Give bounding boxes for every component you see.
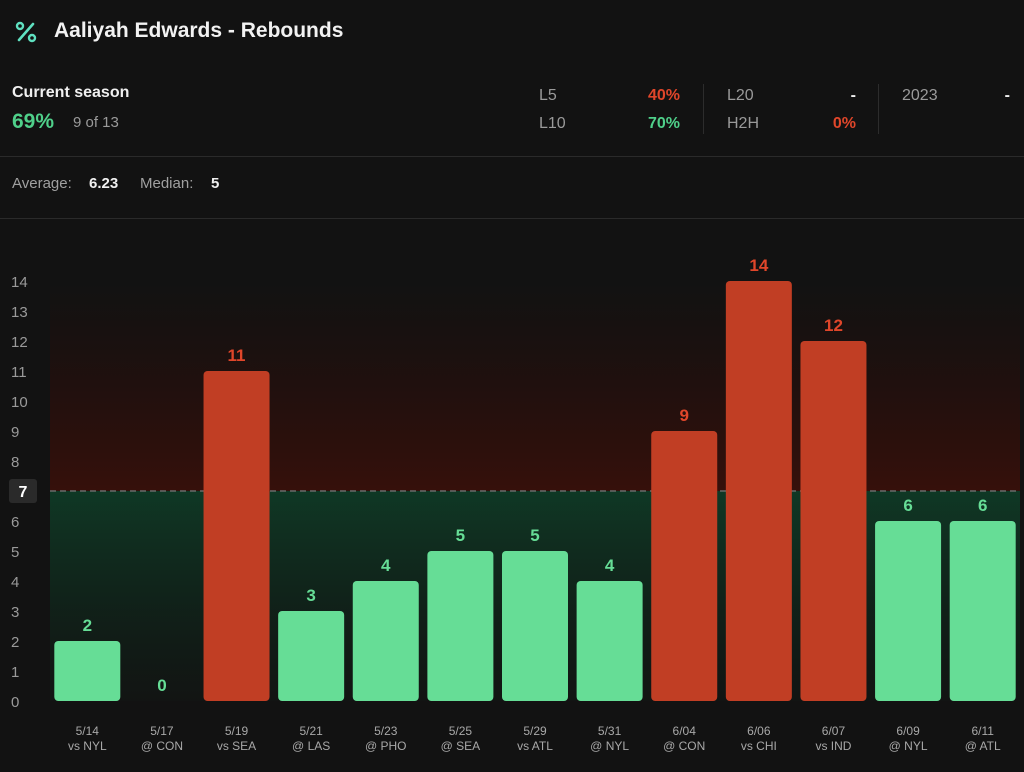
bar: [427, 551, 494, 701]
bar-value-label: 6: [978, 496, 987, 515]
x-tick-date: 5/21: [299, 724, 323, 738]
x-tick-opponent: @ CON: [663, 739, 705, 753]
x-tick-date: 6/07: [822, 724, 846, 738]
x-tick-date: 5/31: [598, 724, 622, 738]
split-label-l5: L5: [539, 87, 557, 104]
page-title: Aaliyah Edwards - Rebounds: [54, 19, 344, 42]
split-value-h2h: 0%: [832, 115, 856, 132]
bar: [651, 431, 718, 701]
x-tick-opponent: @ ATL: [965, 739, 1001, 753]
bar-value-label: 11: [228, 346, 246, 365]
average-value: 6.23: [89, 175, 119, 192]
bar-value-label: 9: [679, 406, 688, 425]
season-hit-count: 9 of 13: [73, 114, 119, 131]
split-label-2023: 2023: [902, 87, 938, 104]
bar-value-label: 12: [824, 316, 843, 335]
season-label: Current season: [12, 84, 130, 101]
x-tick-opponent: vs SEA: [217, 739, 256, 753]
over-zone: [50, 281, 1020, 491]
y-tick-label: 2: [11, 634, 19, 651]
divider: [703, 84, 704, 134]
bar: [576, 581, 643, 701]
bar: [278, 611, 345, 701]
line-value-label: 7: [19, 484, 28, 501]
bar-value-label: 3: [306, 586, 315, 605]
x-tick-opponent: vs IND: [815, 739, 851, 753]
x-tick-date: 5/14: [76, 724, 100, 738]
bar: [54, 641, 121, 701]
x-tick-opponent: vs NYL: [68, 739, 107, 753]
bar-value-label: 0: [157, 676, 166, 695]
split-value-l20: -: [850, 87, 856, 104]
x-tick-date: 6/09: [896, 724, 920, 738]
y-tick-label: 9: [11, 424, 19, 441]
median-value: 5: [211, 175, 220, 192]
x-tick-date: 5/19: [225, 724, 249, 738]
percent-icon: [15, 21, 37, 43]
bar: [352, 581, 419, 701]
line-badge: [9, 479, 37, 503]
bar-value-label: 4: [381, 556, 391, 575]
bar-value-label: 2: [83, 616, 92, 635]
summary-row: Average: 6.23 Median: 5: [0, 156, 1024, 219]
y-tick-label: 13: [11, 304, 28, 321]
x-tick-date: 6/04: [673, 724, 697, 738]
x-tick-opponent: vs ATL: [517, 739, 553, 753]
split-value-l5: 40%: [647, 87, 680, 104]
x-tick-date: 5/25: [449, 724, 473, 738]
y-tick-label: 11: [11, 364, 27, 381]
y-tick-label: 10: [11, 394, 28, 411]
bar: [502, 551, 568, 701]
stats-panel: Current season 69% 9 of 13 L5 40% L10 70…: [0, 72, 1024, 157]
y-tick-label: 5: [11, 544, 19, 561]
bar: [725, 281, 792, 701]
x-tick-opponent: @ NYL: [889, 739, 928, 753]
bar-value-label: 5: [456, 526, 465, 545]
y-tick-label: 3: [11, 604, 19, 621]
y-tick-label: 12: [11, 334, 28, 351]
bar-value-label: 6: [903, 496, 912, 515]
x-tick-date: 6/11: [971, 724, 994, 738]
x-tick-date: 5/17: [150, 724, 174, 738]
bar: [203, 371, 270, 701]
y-tick-label: 8: [11, 454, 19, 471]
split-label-l20: L20: [727, 87, 754, 104]
x-tick-opponent: @ LAS: [292, 739, 330, 753]
bar: [949, 521, 1016, 701]
x-tick-date: 5/29: [523, 724, 547, 738]
x-tick-date: 5/23: [374, 724, 398, 738]
split-label-h2h: H2H: [727, 115, 760, 132]
bar: [875, 521, 942, 701]
x-tick-opponent: @ CON: [141, 739, 183, 753]
median-label: Median:: [140, 175, 194, 192]
y-tick-label: 1: [11, 664, 19, 681]
x-tick-opponent: @ PHO: [365, 739, 407, 753]
divider: [878, 84, 879, 134]
y-tick-label: 6: [11, 514, 19, 531]
bar-value-label: 5: [530, 526, 539, 545]
x-tick-date: 6/06: [747, 724, 771, 738]
split-label-l10: L10: [539, 115, 566, 132]
x-tick-opponent: @ NYL: [590, 739, 629, 753]
x-tick-opponent: vs CHI: [741, 739, 777, 753]
y-tick-label: 0: [11, 694, 19, 711]
x-tick-opponent: @ SEA: [441, 739, 481, 753]
y-tick-label: 14: [11, 274, 28, 291]
bar: [800, 341, 867, 701]
split-value-2023: -: [1004, 87, 1010, 104]
header: Aaliyah Edwards - Rebounds: [0, 0, 1024, 64]
split-value-l10: 70%: [647, 115, 680, 132]
average-label: Average:: [12, 175, 72, 192]
bar-value-label: 4: [605, 556, 615, 575]
bar-value-label: 14: [749, 256, 768, 275]
y-tick-label: 4: [11, 574, 19, 591]
season-hit-rate: 69%: [12, 110, 55, 133]
